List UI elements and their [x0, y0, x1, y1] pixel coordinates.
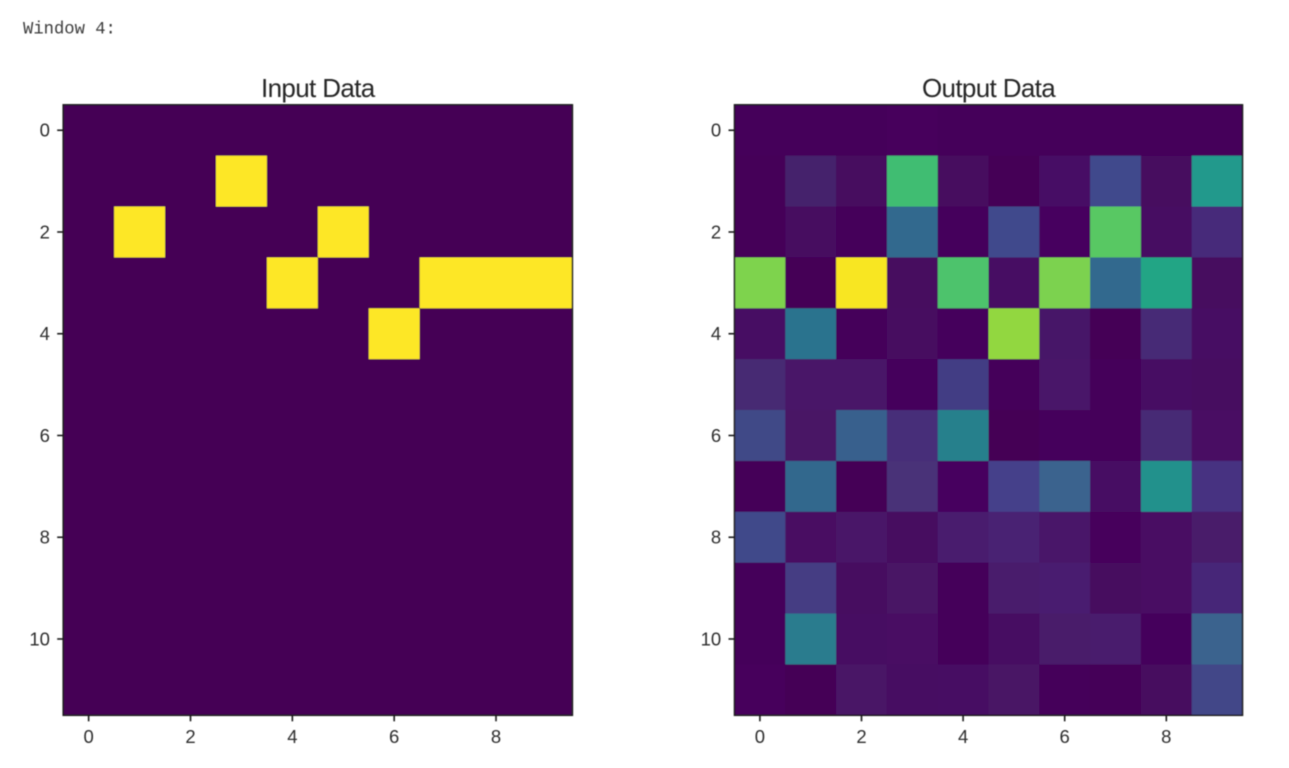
- svg-text:2: 2: [40, 221, 50, 242]
- svg-text:4: 4: [711, 323, 721, 344]
- svg-text:8: 8: [491, 726, 501, 747]
- svg-text:10: 10: [701, 628, 722, 649]
- svg-text:2: 2: [856, 726, 866, 747]
- svg-text:6: 6: [40, 425, 50, 446]
- svg-text:0: 0: [84, 726, 94, 747]
- svg-text:0: 0: [40, 120, 50, 141]
- svg-text:4: 4: [958, 726, 968, 747]
- svg-text:4: 4: [287, 726, 297, 747]
- svg-text:4: 4: [40, 323, 50, 344]
- svg-text:2: 2: [185, 726, 195, 747]
- svg-text:0: 0: [755, 726, 765, 747]
- svg-text:6: 6: [389, 726, 399, 747]
- svg-text:10: 10: [29, 628, 50, 649]
- svg-text:6: 6: [1060, 726, 1070, 747]
- svg-text:Input Data: Input Data: [261, 73, 376, 103]
- svg-text:Window 4:: Window 4:: [23, 21, 116, 40]
- svg-text:2: 2: [711, 221, 721, 242]
- svg-text:Output Data: Output Data: [922, 73, 1056, 103]
- svg-text:8: 8: [711, 527, 721, 548]
- svg-text:0: 0: [711, 120, 721, 141]
- svg-text:8: 8: [1161, 726, 1171, 747]
- svg-text:8: 8: [40, 527, 50, 548]
- svg-text:6: 6: [711, 425, 721, 446]
